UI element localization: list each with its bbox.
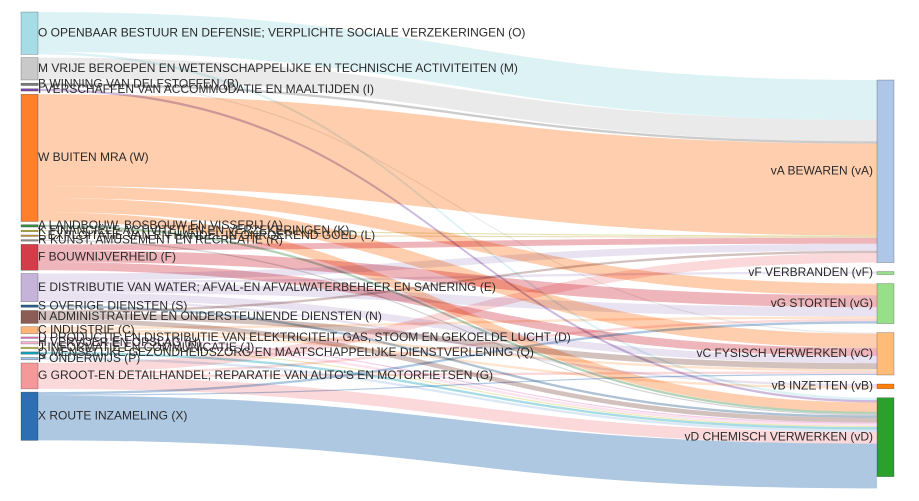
flow-link-M-vA[interactable] bbox=[38, 57, 877, 142]
flow-link-C-vC[interactable] bbox=[38, 329, 877, 372]
node-label-vG: vG STORTEN (vG) bbox=[771, 296, 873, 310]
node-label-R: R KUNST, AMUSEMENT EN RECREATIE (R) bbox=[38, 233, 283, 247]
node-label-vC: vC FYSISCH VERWERKEN (vC) bbox=[697, 346, 873, 360]
node-label-E: E DISTRIBUTIE VAN WATER; AFVAL-EN AFVALW… bbox=[38, 280, 496, 294]
flow-link-E-vC[interactable] bbox=[38, 292, 877, 364]
flow-link-B-vA[interactable] bbox=[38, 83, 877, 144]
node-A[interactable] bbox=[20, 224, 39, 228]
sankey-nodes bbox=[20, 11, 895, 477]
flow-link-W-vA[interactable] bbox=[38, 94, 877, 236]
node-label-P: P ONDERWIJS (P) bbox=[38, 351, 140, 365]
flow-link-F-vA[interactable] bbox=[38, 237, 877, 251]
flow-link-N-vD[interactable] bbox=[38, 318, 877, 423]
node-label-M: M VRIJE BEROEPEN EN WETENSCHAPPELIJKE EN… bbox=[38, 61, 518, 75]
flow-link-N-vC[interactable] bbox=[38, 312, 877, 370]
node-J[interactable] bbox=[20, 346, 39, 349]
flow-link-O-vD[interactable] bbox=[38, 52, 877, 401]
sankey-labels: O OPENBAAR BESTUUR EN DEFENSIE; VERPLICH… bbox=[38, 25, 873, 443]
flow-link-O-vA[interactable] bbox=[38, 12, 877, 121]
node-F[interactable] bbox=[20, 244, 39, 271]
flow-link-W-vG[interactable] bbox=[38, 186, 877, 296]
node-label-H: H VERVOER EN OPSLAG (H) bbox=[38, 335, 201, 349]
flow-link-S-vD[interactable] bbox=[38, 304, 877, 418]
flow-link-G-vG[interactable] bbox=[38, 318, 877, 375]
node-vD[interactable] bbox=[876, 397, 895, 477]
flow-link-X-vC[interactable] bbox=[38, 373, 877, 396]
flow-link-E-vA[interactable] bbox=[38, 243, 877, 281]
flow-link-G-vD[interactable] bbox=[38, 377, 877, 444]
flow-link-K-vA[interactable] bbox=[38, 230, 877, 237]
node-label-N: N ADMINISTRATIEVE EN ONDERSTEUNENDE DIEN… bbox=[38, 309, 382, 323]
node-label-I: I VERSCHAFFEN VAN ACCOMMODATIE EN MAALTI… bbox=[38, 82, 374, 96]
flow-link-P-vD[interactable] bbox=[38, 357, 877, 432]
node-label-D: D PRODUCTIE EN DISTRIBUTIE VAN ELEKTRICI… bbox=[38, 330, 571, 344]
flow-link-H-vD[interactable] bbox=[38, 341, 877, 426]
node-label-vA: vA BEWAREN (vA) bbox=[771, 163, 873, 177]
flow-link-N-vA[interactable] bbox=[38, 250, 877, 313]
node-label-vF: vF VERBRANDEN (vF) bbox=[748, 265, 873, 279]
node-W[interactable] bbox=[20, 93, 39, 222]
node-vF[interactable] bbox=[876, 271, 895, 275]
node-D[interactable] bbox=[20, 336, 39, 339]
node-O[interactable] bbox=[20, 11, 39, 55]
node-G[interactable] bbox=[20, 362, 39, 390]
node-I[interactable] bbox=[20, 88, 39, 92]
node-E[interactable] bbox=[20, 273, 39, 303]
node-L[interactable] bbox=[20, 234, 39, 237]
flow-link-E-vF[interactable] bbox=[38, 271, 877, 283]
node-label-B: B WINNING VAN DELFSTOFFEN (B) bbox=[38, 77, 239, 91]
node-label-S: S OVERIGE DIENSTEN (S) bbox=[38, 298, 187, 312]
node-Q[interactable] bbox=[20, 351, 39, 355]
flow-link-L-vA[interactable] bbox=[38, 234, 877, 238]
node-vC[interactable] bbox=[876, 332, 895, 376]
node-S[interactable] bbox=[20, 304, 39, 308]
node-label-G: G GROOT-EN DETAILHANDEL; REPARATIE VAN A… bbox=[38, 368, 493, 382]
flow-link-X-vD[interactable] bbox=[38, 395, 877, 489]
node-label-K: K FINANCIËLE ACTIVITEITEN EN VERZEKERING… bbox=[38, 223, 349, 237]
flow-link-F-vG[interactable] bbox=[38, 250, 877, 308]
node-N[interactable] bbox=[20, 310, 39, 324]
node-K[interactable] bbox=[20, 229, 39, 233]
node-M[interactable] bbox=[20, 57, 39, 81]
node-vG[interactable] bbox=[876, 283, 895, 324]
flow-link-X-vG[interactable] bbox=[38, 321, 877, 395]
flow-link-G-vA[interactable] bbox=[38, 253, 877, 373]
node-X[interactable] bbox=[20, 391, 39, 441]
flow-link-E-vG[interactable] bbox=[38, 282, 877, 317]
sankey-links bbox=[38, 12, 877, 489]
node-R[interactable] bbox=[20, 239, 39, 242]
node-B[interactable] bbox=[20, 82, 39, 86]
flow-link-G-vC[interactable] bbox=[38, 371, 877, 378]
node-label-W: W BUITEN MRA (W) bbox=[38, 150, 149, 164]
node-label-C: C INDUSTRIE (C) bbox=[38, 322, 135, 336]
flow-link-Q-vD[interactable] bbox=[38, 351, 877, 430]
node-C[interactable] bbox=[20, 326, 39, 335]
node-vA[interactable] bbox=[876, 79, 895, 263]
flow-link-C-vG[interactable] bbox=[38, 316, 877, 330]
node-label-A: A LANDBOUW, BOSBOUW EN VISSERIJ (A) bbox=[38, 218, 283, 232]
node-label-vB: vB INZETTEN (vB) bbox=[772, 379, 873, 393]
node-label-L: L EXPLOITATIE VAN EN HANDEL IN ONROEREND… bbox=[38, 228, 375, 242]
node-H[interactable] bbox=[20, 341, 39, 345]
flow-link-D-vD[interactable] bbox=[38, 336, 877, 424]
node-P[interactable] bbox=[20, 357, 39, 361]
flow-link-A-vD[interactable] bbox=[38, 224, 877, 415]
flow-link-C-vB[interactable] bbox=[38, 331, 877, 389]
node-label-X: X ROUTE INZAMELING (X) bbox=[38, 408, 187, 422]
node-label-vD: vD CHEMISCH VERWERKEN (vD) bbox=[685, 429, 873, 443]
node-label-O: O OPENBAAR BESTUUR EN DEFENSIE; VERPLICH… bbox=[38, 25, 525, 39]
node-vB[interactable] bbox=[876, 383, 895, 390]
flow-link-J-vD[interactable] bbox=[38, 347, 877, 428]
node-label-F: F BOUWNIJVERHEID (F) bbox=[38, 249, 176, 263]
node-label-J: J INFORMATIE EN COMMUNICATIE (J) bbox=[38, 340, 254, 354]
node-label-Q: Q MENSELIJKE GEZONDHEIDSZORG EN MAATSCHA… bbox=[38, 345, 534, 359]
